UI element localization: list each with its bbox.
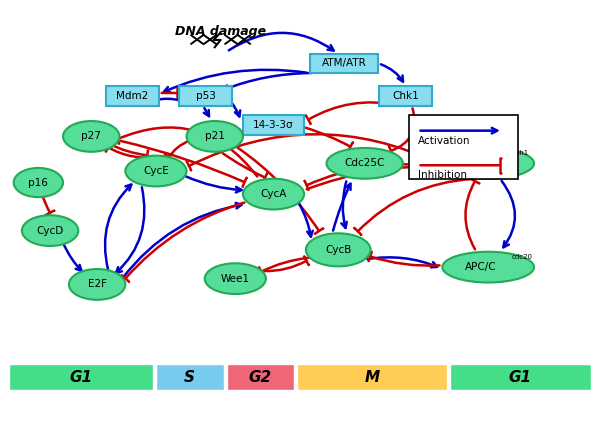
- Text: E2F: E2F: [88, 279, 107, 289]
- Ellipse shape: [125, 156, 187, 186]
- Ellipse shape: [243, 179, 304, 210]
- Text: p27: p27: [82, 131, 101, 141]
- Ellipse shape: [306, 233, 371, 266]
- Text: APC/C: APC/C: [465, 262, 497, 272]
- Text: cdh1: cdh1: [512, 150, 529, 156]
- Text: CycE: CycE: [143, 166, 169, 176]
- Ellipse shape: [63, 121, 119, 152]
- Ellipse shape: [442, 252, 534, 283]
- Text: 14-3-3σ: 14-3-3σ: [253, 120, 294, 130]
- Text: ATM/ATR: ATM/ATR: [322, 59, 367, 68]
- Bar: [227, 364, 294, 390]
- Bar: [379, 86, 432, 105]
- Text: p21: p21: [205, 131, 224, 141]
- Bar: [179, 86, 232, 105]
- Text: G1: G1: [70, 370, 92, 384]
- Text: Activation: Activation: [418, 136, 470, 146]
- Bar: [297, 364, 447, 390]
- Bar: [242, 115, 304, 135]
- Text: p16: p16: [28, 177, 48, 188]
- Text: Cdc25C: Cdc25C: [344, 158, 385, 169]
- Text: CycA: CycA: [260, 189, 287, 199]
- Bar: [156, 364, 224, 390]
- Ellipse shape: [187, 121, 243, 152]
- Text: p53: p53: [196, 91, 216, 101]
- Text: DNA damage: DNA damage: [175, 25, 266, 38]
- Text: CycB: CycB: [325, 245, 352, 255]
- Bar: [106, 86, 159, 105]
- Ellipse shape: [14, 168, 63, 197]
- Text: Chk1: Chk1: [392, 91, 419, 101]
- Text: M: M: [364, 370, 380, 384]
- Text: cdc20: cdc20: [512, 254, 533, 260]
- Text: S: S: [184, 370, 195, 384]
- Text: CycD: CycD: [37, 226, 64, 236]
- Text: G2: G2: [249, 370, 272, 384]
- Ellipse shape: [69, 269, 125, 300]
- Ellipse shape: [205, 263, 266, 294]
- Text: G1: G1: [509, 370, 532, 384]
- Bar: [409, 115, 518, 179]
- Bar: [310, 54, 378, 73]
- Text: Mdm2: Mdm2: [116, 91, 149, 101]
- Bar: [9, 364, 153, 390]
- Text: Inhibition: Inhibition: [418, 169, 467, 180]
- Bar: [450, 364, 591, 390]
- Text: Wee1: Wee1: [221, 274, 250, 284]
- Ellipse shape: [326, 148, 403, 179]
- Ellipse shape: [22, 215, 79, 246]
- Ellipse shape: [442, 148, 534, 179]
- Text: APC/C: APC/C: [465, 158, 497, 169]
